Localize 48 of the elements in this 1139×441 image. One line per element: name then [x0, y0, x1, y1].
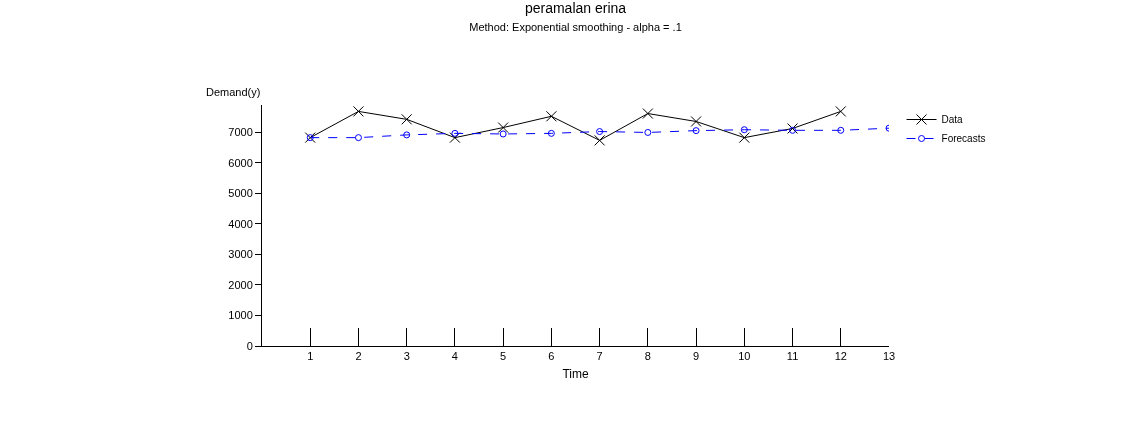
point	[547, 129, 555, 137]
point	[499, 130, 507, 138]
point	[354, 134, 362, 142]
point	[401, 113, 413, 125]
x-axis-title: Time	[562, 367, 589, 382]
y-tick-label: 2000	[228, 278, 253, 291]
point	[644, 128, 652, 136]
x-tick-label: 5	[500, 350, 507, 363]
chart-subtitle: Method: Exponential smoothing - alpha = .1	[469, 21, 682, 34]
point	[449, 132, 461, 144]
point	[451, 129, 459, 137]
point	[596, 128, 604, 136]
point	[545, 110, 557, 122]
point	[787, 122, 799, 134]
point	[690, 115, 702, 127]
y-tick-label: 5000	[228, 187, 253, 200]
y-tick-label: 1000	[228, 309, 253, 322]
point	[594, 134, 606, 146]
y-tick-label: 6000	[228, 156, 253, 169]
y-tick-label: 0	[246, 339, 253, 352]
point	[837, 126, 845, 134]
point	[738, 132, 750, 144]
chart-title: peramalan erina	[524, 0, 627, 17]
x-tick-label: 11	[786, 350, 799, 363]
y-tick-label: 3000	[228, 248, 253, 261]
x-tick-label: 10	[738, 350, 751, 363]
x-tick-label: 4	[451, 350, 458, 363]
point	[692, 127, 700, 135]
y-axis-title: Demand(y)	[206, 86, 261, 98]
point	[352, 105, 364, 117]
x-tick-label: 6	[548, 350, 555, 363]
point	[642, 108, 654, 120]
point	[403, 131, 411, 139]
legend-label: Data	[941, 114, 964, 126]
x-tick-label: 12	[834, 350, 847, 363]
x-tick-label: 3	[403, 350, 410, 363]
x-tick-label: 1	[307, 350, 314, 363]
x-tick-label: 7	[596, 350, 603, 363]
x-tick-label: 13	[882, 350, 896, 363]
point	[835, 105, 847, 117]
x-tick-label: 8	[644, 350, 651, 363]
point	[740, 126, 748, 134]
legend-label: Forecasts	[941, 133, 986, 145]
x-tick-label: 2	[355, 350, 362, 363]
y-tick-label: 7000	[228, 126, 253, 139]
y-tick-label: 4000	[228, 217, 253, 230]
point	[497, 122, 509, 134]
x-tick-label: 9	[693, 350, 700, 363]
